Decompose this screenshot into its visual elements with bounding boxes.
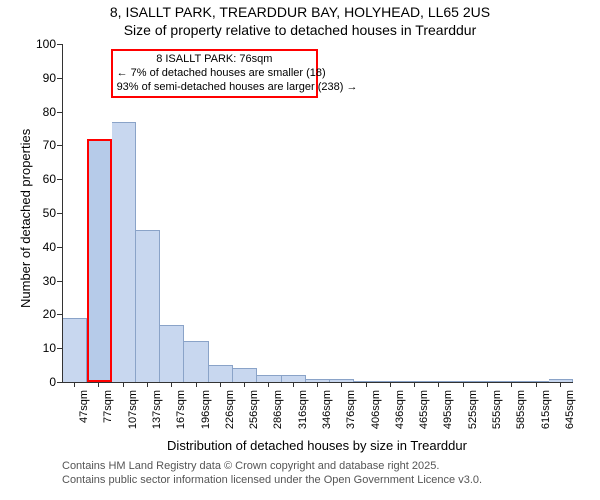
y-tick-mark — [57, 78, 62, 79]
x-tick-label: 316sqm — [297, 390, 309, 440]
figure-root: 8, ISALLT PARK, TREARDDUR BAY, HOLYHEAD,… — [0, 0, 600, 500]
x-tick-label: 615sqm — [540, 390, 552, 440]
histogram-bar — [184, 341, 208, 382]
footer-line2: Contains public sector information licen… — [62, 474, 482, 486]
y-tick-mark — [57, 314, 62, 315]
x-tick-mark — [98, 382, 99, 387]
histogram-bar — [549, 379, 573, 382]
histogram-bar — [452, 381, 476, 382]
y-tick-mark — [57, 247, 62, 248]
x-tick-mark — [171, 382, 172, 387]
footer-line1: Contains HM Land Registry data © Crown c… — [62, 460, 439, 472]
annotation-line-2: 93% of semi-detached houses are larger (… — [117, 81, 312, 95]
annotation-line-1: ← 7% of detached houses are smaller (18) — [117, 67, 312, 81]
x-tick-mark — [560, 382, 561, 387]
x-tick-mark — [74, 382, 75, 387]
histogram-bar — [160, 325, 184, 382]
x-tick-label: 107sqm — [127, 390, 139, 440]
x-tick-label: 406sqm — [370, 390, 382, 440]
x-tick-mark — [463, 382, 464, 387]
y-tick-mark — [57, 145, 62, 146]
histogram-bar — [524, 381, 548, 382]
x-tick-mark — [390, 382, 391, 387]
y-tick-label: 30 — [30, 274, 56, 288]
x-tick-label: 376sqm — [345, 390, 357, 440]
x-tick-mark — [438, 382, 439, 387]
chart-title-line2: Size of property relative to detached ho… — [0, 22, 600, 38]
y-tick-label: 40 — [30, 240, 56, 254]
x-tick-label: 465sqm — [418, 390, 430, 440]
annotation-line-0: 8 ISALLT PARK: 76sqm — [117, 53, 312, 67]
x-tick-label: 226sqm — [224, 390, 236, 440]
y-tick-label: 0 — [30, 375, 56, 389]
x-tick-label: 495sqm — [442, 390, 454, 440]
histogram-bar — [379, 381, 403, 382]
histogram-bar — [112, 122, 136, 382]
histogram-bar — [354, 381, 378, 382]
y-tick-label: 100 — [30, 37, 56, 51]
x-tick-label: 525sqm — [467, 390, 479, 440]
x-tick-mark — [317, 382, 318, 387]
y-tick-label: 80 — [30, 105, 56, 119]
chart-title-line1: 8, ISALLT PARK, TREARDDUR BAY, HOLYHEAD,… — [0, 4, 600, 20]
y-tick-label: 50 — [30, 206, 56, 220]
y-tick-mark — [57, 281, 62, 282]
x-tick-label: 167sqm — [175, 390, 187, 440]
y-tick-label: 70 — [30, 138, 56, 152]
x-tick-mark — [536, 382, 537, 387]
y-tick-mark — [57, 348, 62, 349]
x-tick-mark — [268, 382, 269, 387]
y-tick-label: 60 — [30, 172, 56, 186]
x-tick-label: 645sqm — [564, 390, 576, 440]
x-tick-label: 286sqm — [272, 390, 284, 440]
y-tick-mark — [57, 112, 62, 113]
histogram-bar — [87, 139, 111, 382]
y-tick-mark — [57, 213, 62, 214]
y-tick-label: 20 — [30, 307, 56, 321]
x-tick-mark — [293, 382, 294, 387]
x-tick-mark — [414, 382, 415, 387]
y-tick-mark — [57, 382, 62, 383]
x-tick-mark — [220, 382, 221, 387]
x-tick-mark — [511, 382, 512, 387]
x-tick-mark — [341, 382, 342, 387]
x-tick-label: 346sqm — [321, 390, 333, 440]
histogram-bar — [427, 381, 451, 382]
x-tick-label: 256sqm — [248, 390, 260, 440]
y-tick-mark — [57, 179, 62, 180]
x-tick-label: 47sqm — [78, 390, 90, 440]
x-tick-mark — [147, 382, 148, 387]
histogram-bar — [209, 365, 233, 382]
x-tick-mark — [244, 382, 245, 387]
x-tick-label: 77sqm — [102, 390, 114, 440]
histogram-bar — [233, 368, 257, 382]
x-tick-label: 436sqm — [394, 390, 406, 440]
histogram-bar — [257, 375, 281, 382]
x-tick-label: 585sqm — [515, 390, 527, 440]
x-tick-mark — [487, 382, 488, 387]
x-tick-mark — [366, 382, 367, 387]
x-tick-mark — [123, 382, 124, 387]
histogram-bar — [500, 381, 524, 382]
y-tick-label: 90 — [30, 71, 56, 85]
histogram-bar — [330, 379, 354, 382]
x-tick-mark — [196, 382, 197, 387]
x-axis-label: Distribution of detached houses by size … — [62, 438, 572, 453]
annotation-box: 8 ISALLT PARK: 76sqm← 7% of detached hou… — [111, 49, 318, 98]
y-tick-mark — [57, 44, 62, 45]
histogram-bar — [403, 381, 427, 382]
x-tick-label: 137sqm — [151, 390, 163, 440]
histogram-bar — [136, 230, 160, 382]
histogram-bar — [282, 375, 306, 382]
x-tick-label: 555sqm — [491, 390, 503, 440]
histogram-bar — [63, 318, 87, 382]
x-tick-label: 196sqm — [200, 390, 212, 440]
y-tick-label: 10 — [30, 341, 56, 355]
